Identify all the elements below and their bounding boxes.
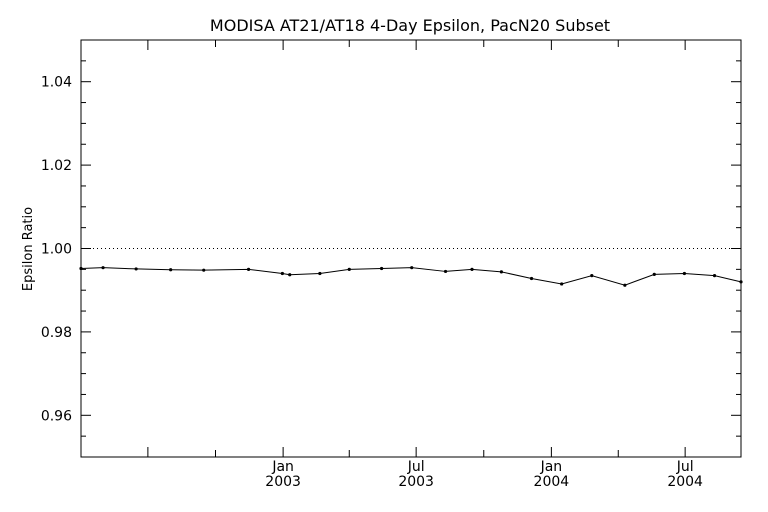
x-tick-label-year: 2003 (265, 474, 301, 490)
data-point (202, 268, 206, 272)
data-point (560, 282, 564, 286)
chart-title: MODISA AT21/AT18 4-Day Epsilon, PacN20 S… (210, 16, 610, 35)
x-tick-label-month: Jul (407, 459, 425, 475)
data-point (347, 267, 351, 271)
x-tick-label-year: 2004 (667, 474, 703, 490)
data-point (288, 273, 292, 277)
data-point (410, 266, 414, 270)
data-point (590, 274, 594, 278)
plot-frame (80, 39, 742, 458)
x-tick-label-month: Jan (540, 459, 563, 475)
data-point (682, 271, 687, 276)
axes: 0.960.981.001.021.04Jan2003Jul2003Jan200… (41, 39, 741, 490)
data-point (101, 266, 105, 270)
y-tick-label: 1.04 (41, 75, 72, 91)
data-point (134, 267, 138, 271)
data-point (169, 268, 173, 272)
data-point (443, 269, 448, 274)
data-point (499, 270, 504, 274)
y-tick-label: 0.96 (41, 408, 72, 424)
data-point (318, 271, 322, 276)
data-point (79, 266, 83, 271)
data-point (380, 266, 384, 271)
x-tick-label-month: Jan (271, 459, 294, 475)
data-point (739, 280, 743, 284)
x-tick-label-year: 2004 (534, 474, 570, 490)
data-point (712, 274, 717, 278)
x-tick-label-month: Jul (676, 459, 694, 475)
data-point (246, 267, 251, 271)
data-point (280, 271, 284, 276)
y-tick-label: 1.00 (41, 242, 72, 258)
data-points (79, 266, 743, 287)
y-axis-label: Epsilon Ratio (21, 207, 36, 291)
series-line (80, 267, 742, 286)
data-point (529, 276, 534, 281)
y-tick-label: 1.02 (41, 158, 72, 174)
x-tick-label-year: 2003 (398, 474, 434, 490)
y-tick-label: 0.98 (41, 325, 72, 341)
data-point (470, 267, 474, 271)
data-point (623, 283, 627, 287)
data-point (652, 272, 656, 276)
